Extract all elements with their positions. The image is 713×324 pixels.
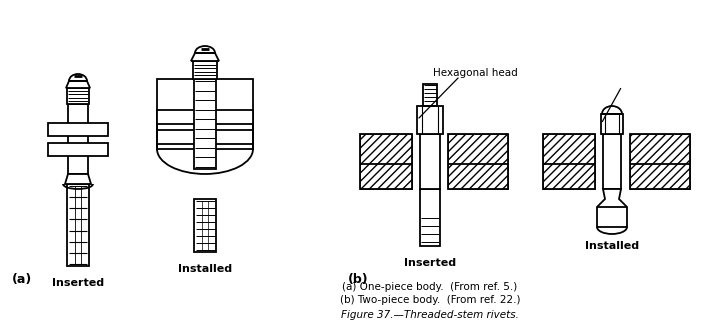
Text: (a) One-piece body.  (From ref. 5.): (a) One-piece body. (From ref. 5.): [342, 282, 518, 292]
Bar: [448, 134, 508, 189]
Polygon shape: [191, 53, 219, 61]
Polygon shape: [66, 81, 90, 88]
Bar: [543, 134, 595, 189]
Bar: [423, 84, 437, 106]
Bar: [68, 104, 88, 174]
Text: Installed: Installed: [585, 241, 639, 251]
Text: (b): (b): [348, 272, 369, 285]
Bar: [601, 114, 623, 134]
Polygon shape: [65, 174, 91, 184]
Bar: [603, 134, 621, 189]
Bar: [67, 184, 89, 266]
Polygon shape: [597, 189, 627, 227]
Bar: [543, 134, 595, 189]
Text: (a): (a): [12, 272, 32, 285]
Bar: [157, 110, 253, 124]
Bar: [157, 130, 253, 144]
Bar: [194, 79, 216, 169]
Text: Installed: Installed: [178, 264, 232, 274]
Bar: [417, 106, 443, 134]
Bar: [360, 134, 412, 189]
Bar: [630, 134, 690, 189]
Bar: [48, 143, 108, 156]
Text: Figure 37.—Threaded-stem rivets.: Figure 37.—Threaded-stem rivets.: [341, 310, 519, 320]
Bar: [193, 61, 217, 79]
Bar: [360, 134, 412, 189]
Bar: [48, 123, 108, 136]
Text: (b) Two-piece body.  (From ref. 22.): (b) Two-piece body. (From ref. 22.): [340, 295, 520, 305]
Bar: [67, 88, 89, 104]
Text: Hexagonal head: Hexagonal head: [433, 68, 518, 78]
Bar: [420, 134, 440, 189]
Bar: [448, 134, 508, 189]
Text: Inserted: Inserted: [404, 258, 456, 268]
Bar: [420, 189, 440, 246]
Bar: [157, 79, 253, 149]
Bar: [194, 199, 216, 252]
Text: Inserted: Inserted: [52, 278, 104, 288]
Bar: [630, 134, 690, 189]
